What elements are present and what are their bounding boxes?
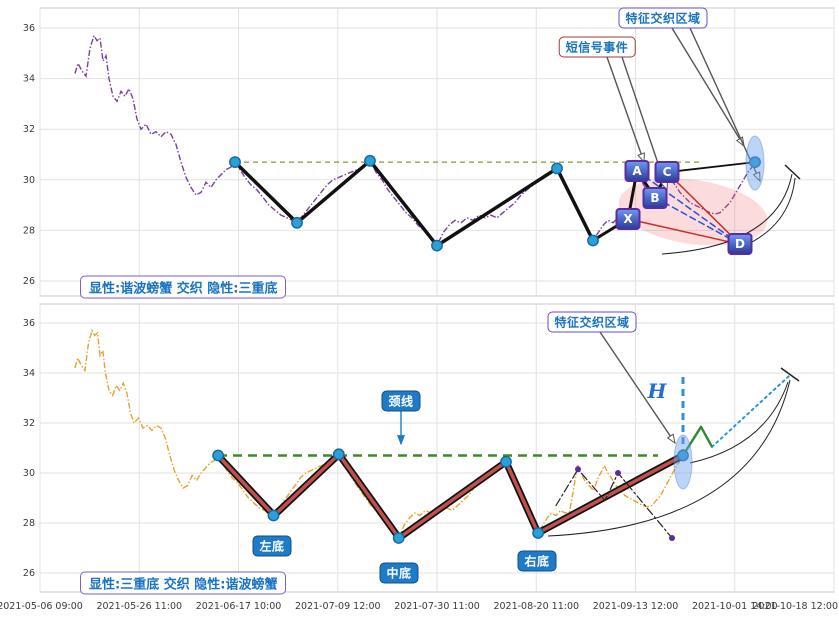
bottom-ytick-label: 34: [23, 368, 35, 379]
bottom-pivot-dot: [392, 532, 405, 544]
top-arrow-head: [637, 152, 645, 164]
top-highlight-ellipse: [745, 135, 765, 191]
top-annotation-curve: [661, 173, 793, 255]
xtick-label: 2021-07-09 12:00: [295, 601, 381, 612]
xtick-label: 2021-10-18 12:00: [752, 601, 838, 612]
callout-short-signal: 短信号事件: [558, 36, 636, 58]
bottom-hidden-pattern-dot: [615, 470, 621, 476]
callout-feature-zone-bottom: 特征交织区域: [547, 311, 637, 333]
top-pivot-dot: [431, 239, 443, 252]
top-pivot-dot: [291, 216, 303, 229]
bottom-ytick-label: 30: [23, 468, 35, 479]
bottom-zigzag: [711, 373, 792, 448]
top-pivot-dot: [364, 154, 376, 167]
bottom-hidden-pattern-dot: [669, 535, 675, 541]
callout-neckline: 颈线: [381, 390, 421, 412]
legend-bottom: 显性:三重底 交织 隐性:谐波螃蟹: [80, 571, 287, 595]
bottom-hidden-pattern-dot: [575, 466, 581, 473]
top-ytick-label: 36: [23, 23, 35, 34]
pattern-point-A: A: [624, 159, 650, 182]
bottom-pivot-dot: [212, 449, 225, 462]
top-ytick-label: 30: [23, 175, 35, 186]
top-arrow-head: [752, 171, 761, 183]
top-pivot-dot: [229, 156, 241, 169]
top-pivot-dot: [551, 162, 563, 175]
bottom-price-line: [74, 328, 684, 540]
top-ytick-label: 26: [23, 276, 35, 287]
bottom-arrow-head: [396, 435, 406, 446]
callout-mid-bottom: 中底: [379, 562, 419, 584]
bottom-ytick-label: 26: [23, 568, 35, 579]
xtick-label: 2021-09-13 12:00: [593, 601, 679, 612]
top-zigzag: [233, 159, 595, 248]
callout-left-bottom: 左底: [252, 535, 292, 557]
bottom-highlight-ellipse: [673, 434, 693, 490]
bottom-annotation-curve: [547, 379, 791, 537]
pattern-point-X: X: [615, 208, 641, 230]
callout-feature-zone-top: 特征交织区域: [618, 7, 708, 29]
top-zigzag: [654, 196, 741, 246]
top-zigzag: [627, 218, 741, 246]
bottom-arrow-head: [666, 433, 676, 445]
top-ytick-label: 34: [23, 74, 35, 85]
bottom-annotation-arrow: [599, 331, 676, 444]
bottom-zigzag: [555, 468, 673, 539]
top-ytick-label: 28: [23, 225, 35, 236]
bottom-ytick-label: 28: [23, 518, 35, 529]
bottom-pivot-dot: [500, 455, 512, 468]
bottom-ytick-label: 32: [23, 418, 35, 429]
xtick-label: 2021-05-06 09:00: [0, 601, 83, 612]
pattern-point-B: B: [642, 186, 668, 209]
height-measure-label: H: [647, 379, 667, 403]
top-annotation-arrow: [689, 27, 761, 182]
top-zigzag: [666, 171, 741, 246]
top-annotation-curve: [784, 164, 801, 180]
xtick-label: 2021-08-20 11:00: [493, 601, 579, 612]
top-ytick-label: 32: [23, 124, 35, 135]
top-zigzag: [636, 170, 741, 246]
top-pivot-dot: [587, 234, 599, 247]
pattern-point-C: C: [654, 161, 680, 184]
bottom-pivot-dot: [677, 449, 689, 462]
xtick-label: 2021-06-17 10:00: [196, 601, 282, 612]
bottom-pivot-dot: [332, 448, 345, 461]
bottom-annotation-curve: [689, 381, 789, 464]
bottom-annotation-curve: [780, 367, 800, 382]
callout-right-bottom: 右底: [517, 550, 557, 572]
xtick-label: 2021-05-26 11:00: [96, 601, 182, 612]
pattern-point-D: D: [727, 233, 753, 256]
bottom-ytick-label: 36: [23, 318, 35, 329]
bottom-pivot-dot: [267, 509, 280, 522]
top-pivot-dot: [749, 156, 761, 169]
top-annotation-arrow: [606, 56, 645, 163]
bottom-pivot-dot: [532, 527, 544, 539]
xtick-label: 2021-10-01 14:00: [692, 601, 778, 612]
xtick-label: 2021-07-30 11:00: [394, 601, 480, 612]
top-annotation-arrow: [671, 27, 745, 147]
bottom-zigzag: [681, 425, 714, 457]
legend-top: 显性:谐波螃蟹 交织 隐性:三重底: [80, 275, 287, 299]
top-zigzag: [666, 161, 756, 174]
